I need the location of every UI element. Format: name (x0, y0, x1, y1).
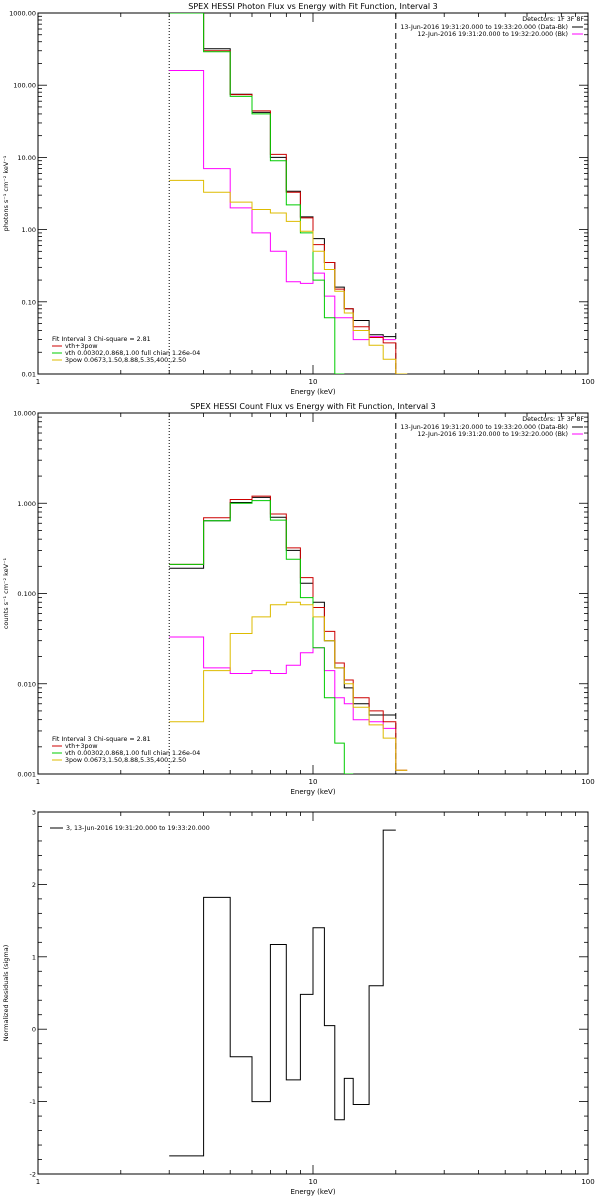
series-13-jun-2016-19-31-20-000-to-19-33-20-000 (169, 13, 396, 338)
x-tick-label: 1 (36, 778, 40, 786)
x-axis-label: Energy (keV) (290, 788, 335, 796)
panel-2: SPEX HESSI Count Flux vs Energy with Fit… (2, 402, 595, 796)
series-3pow-0-0673-1-50-8-88-5-35-400-2-50 (169, 601, 408, 771)
chart-title: SPEX HESSI Photon Flux vs Energy with Fi… (188, 2, 438, 11)
legend-entry: vth 0.00302,0.868,1.00 full chian 1.26e-… (65, 350, 200, 357)
series-group (169, 829, 396, 1157)
x-tick-label: 1 (36, 1178, 40, 1186)
y-tick-label: 0.010 (17, 680, 36, 688)
legend-entry: 13-Jun-2016 19:31:20.000 to 19:33:20.000… (400, 424, 568, 431)
y-axis-label: counts s⁻¹ cm⁻² keV⁻¹ (2, 557, 10, 629)
y-tick-label: 1 (32, 953, 36, 961)
y-tick-label: 1000.00 (9, 10, 36, 18)
series-vth-3pow (169, 13, 408, 374)
legend-entry: 13-Jun-2016 19:31:20.000 to 19:33:20.000… (400, 24, 568, 31)
axes-frame (37, 12, 589, 375)
x-tick-label: 100 (581, 378, 594, 386)
y-tick-label: -1 (30, 1098, 36, 1106)
series-group (169, 495, 408, 774)
x-tick-label: 10 (309, 378, 318, 386)
panel-1: SPEX HESSI Photon Flux vs Energy with Fi… (2, 2, 595, 396)
series-3-13-jun-2016-19-31-20-000-to-19-33-20-0 (169, 829, 396, 1157)
y-axis-label: photons s⁻¹ cm⁻² keV⁻¹ (2, 155, 10, 231)
legend-entry: 3pow 0.0673,1.50,8.88,5.35,400.,2.50 (65, 357, 186, 364)
legend-entry: vth+3pow (65, 743, 97, 750)
y-tick-label: 0.100 (17, 590, 36, 598)
y-tick-label: 3 (32, 809, 36, 817)
series-vth-3pow (169, 495, 408, 771)
legend-entry: vth+3pow (65, 343, 97, 350)
y-tick-label: 0.001 (17, 771, 36, 779)
y-tick-label: 2 (32, 881, 36, 889)
chart-title: SPEX HESSI Count Flux vs Energy with Fit… (190, 402, 435, 411)
x-tick-label: 10 (309, 1178, 318, 1186)
y-axis-label: Normalized Residuals (sigma) (2, 945, 10, 1042)
y-tick-label: 0.01 (22, 371, 36, 379)
legend-fit-header: Fit Interval 3 Chi-square = 2.81 (52, 736, 151, 743)
x-tick-label: 100 (581, 1178, 594, 1186)
x-axis-label: Energy (keV) (290, 388, 335, 396)
legend-entry: vth 0.00302,0.868,1.00 full chian 1.26e-… (65, 750, 200, 757)
y-tick-label: 10.00 (17, 154, 36, 162)
series-3pow-0-0673-1-50-8-88-5-35-400-2-50 (169, 179, 408, 374)
y-tick-label: 0.10 (22, 298, 36, 306)
legend-entry: 3, 13-Jun-2016 19:31:20.000 to 19:33:20.… (66, 825, 210, 832)
series-vth-0-00302-0-868-1-00-full-chian-1-26e- (169, 13, 345, 374)
legend-detectors: Detectors: 1F 3F 8F (522, 16, 584, 23)
series-12-jun-2016-19-31-20-000-to-19-32-20-000 (169, 636, 396, 729)
x-tick-label: 100 (581, 778, 594, 786)
x-tick-label: 10 (309, 778, 318, 786)
y-tick-label: -2 (30, 1171, 36, 1179)
y-tick-label: 1.00 (22, 226, 36, 234)
series-12-jun-2016-19-31-20-000-to-19-32-20-000 (169, 70, 396, 341)
y-tick-label: 100.00 (13, 82, 36, 90)
y-tick-label: 1.000 (17, 500, 36, 508)
panel-3: 1 10 100 Energy (keV) -2 -1 0 1 2 3 Normalized Res… (2, 809, 595, 1197)
legend-detectors: Detectors: 1F 3F 8F (522, 416, 584, 423)
legend-entry: 12-Jun-2016 19:31:20.000 to 19:32:20.000… (417, 431, 568, 438)
legend-entry: 3pow 0.0673,1.50,8.88,5.35,400.,2.50 (65, 757, 186, 764)
legend-fit-header: Fit Interval 3 Chi-square = 2.81 (52, 336, 151, 343)
x-tick-label: 1 (36, 378, 40, 386)
legend-entry: 12-Jun-2016 19:31:20.000 to 19:32:20.000… (417, 31, 568, 38)
y-tick-label: 10.000 (13, 410, 36, 418)
series-group (169, 13, 408, 374)
y-tick-label: 0 (32, 1026, 36, 1034)
x-axis-label: Energy (keV) (290, 1188, 335, 1196)
series-vth-0-00302-0-868-1-00-full-chian-1-26e- (169, 500, 354, 774)
